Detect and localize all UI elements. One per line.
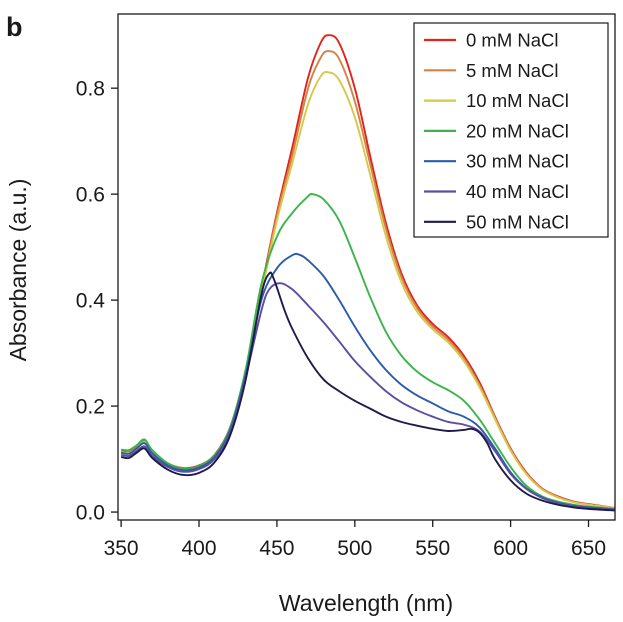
legend-label: 30 mM NaCl xyxy=(466,151,569,172)
legend-label: 10 mM NaCl xyxy=(466,90,569,111)
legend-label: 5 mM NaCl xyxy=(466,60,559,81)
panel-label: b xyxy=(6,12,23,42)
x-tick-label: 550 xyxy=(415,537,450,560)
x-tick-label: 500 xyxy=(337,537,372,560)
x-tick-label: 400 xyxy=(181,537,216,560)
series-line-3 xyxy=(121,192,615,510)
y-tick-label: 0.0 xyxy=(76,502,105,525)
legend-label: 50 mM NaCl xyxy=(466,211,569,232)
legend: 0 mM NaCl 5 mM NaCl 10 mM NaCl 20 mM NaCl 30… xyxy=(413,22,609,238)
series-layer xyxy=(120,34,615,512)
x-axis-title: Wavelength (nm) xyxy=(279,590,453,616)
y-tick-label: 0.6 xyxy=(76,184,105,207)
x-tick-label: 650 xyxy=(571,537,606,560)
series-line-5 xyxy=(120,282,615,511)
series-line-6 xyxy=(120,271,615,512)
x-tick-label: 350 xyxy=(104,537,139,560)
y-tick-label: 0.4 xyxy=(76,290,106,313)
x-axis: 350 400 450 500 550 600 650 xyxy=(104,520,606,560)
x-tick-label: 600 xyxy=(493,537,528,560)
y-tick-label: 0.2 xyxy=(76,396,105,419)
legend-label: 0 mM NaCl xyxy=(466,30,559,51)
y-axis-title: Absorbance (a.u.) xyxy=(5,179,31,362)
legend-label: 20 mM NaCl xyxy=(466,120,569,141)
y-axis: 0.0 0.2 0.4 0.6 0.8 xyxy=(76,78,118,525)
legend-label: 40 mM NaCl xyxy=(466,181,569,202)
y-tick-label: 0.8 xyxy=(76,78,105,101)
plot-frame xyxy=(117,13,616,521)
x-tick-label: 450 xyxy=(259,537,294,560)
